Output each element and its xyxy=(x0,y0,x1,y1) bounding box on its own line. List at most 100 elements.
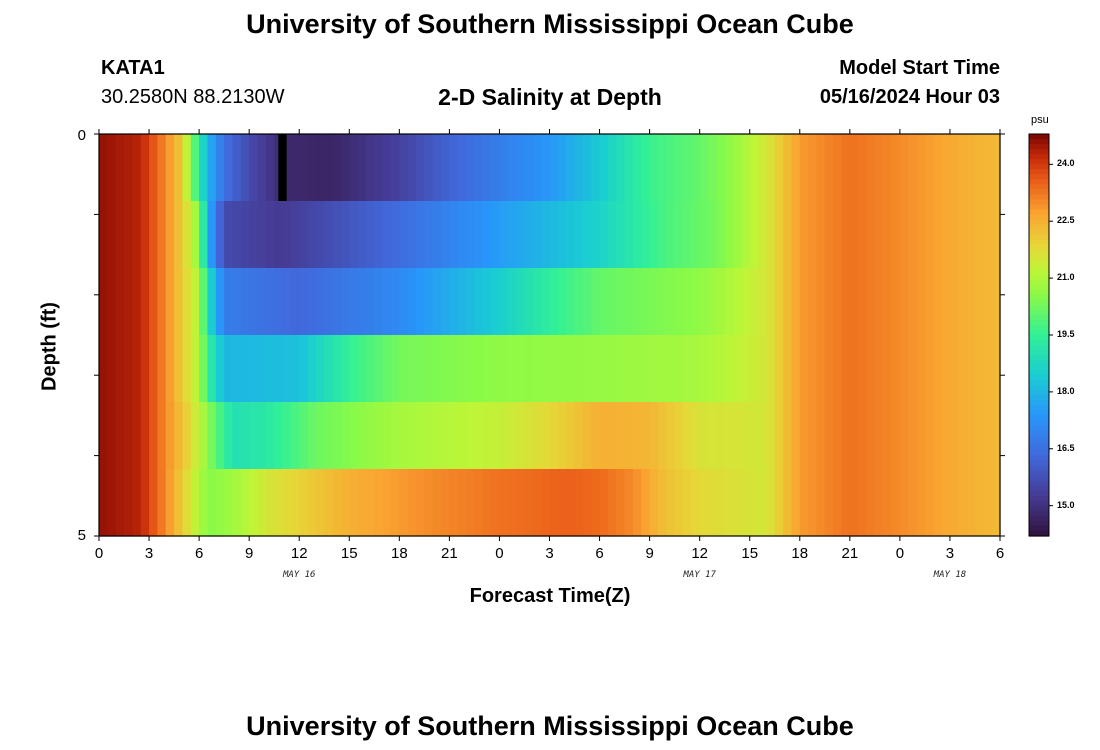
heatmap-cell xyxy=(641,201,651,269)
heatmap-cell xyxy=(666,335,676,403)
heatmap-cell xyxy=(708,201,717,269)
heatmap-cell xyxy=(290,134,300,202)
colorbar-segment xyxy=(1029,229,1049,236)
heatmap-cell xyxy=(149,335,158,403)
heatmap-cell xyxy=(307,134,317,202)
heatmap-cell xyxy=(299,335,309,403)
heatmap-cell xyxy=(582,268,592,336)
heatmap-cell xyxy=(699,469,709,537)
heatmap-cell xyxy=(99,469,108,537)
heatmap-cell xyxy=(574,201,584,269)
heatmap-cell xyxy=(274,402,284,470)
colorbar-segment xyxy=(1029,189,1049,195)
heatmap-cell xyxy=(265,134,275,202)
heatmap-cell xyxy=(991,134,1001,202)
heatmap-cell xyxy=(532,201,542,269)
heatmap-cell xyxy=(783,201,793,269)
colorbar-segment xyxy=(1029,169,1049,175)
heatmap-cell xyxy=(474,402,484,470)
heatmap-cell xyxy=(849,268,859,336)
heatmap-cell xyxy=(758,201,767,269)
chart-title: 2-D Salinity at Depth xyxy=(438,84,662,110)
heatmap-cell xyxy=(265,335,275,403)
heatmap-cell xyxy=(432,469,442,537)
heatmap-cell xyxy=(557,469,567,537)
heatmap-cell xyxy=(457,335,467,403)
heatmap-cell xyxy=(182,268,192,336)
heatmap-cell xyxy=(674,335,684,403)
heatmap-cell xyxy=(791,402,801,470)
heatmap-cell xyxy=(858,402,868,470)
heatmap-cell xyxy=(382,268,392,336)
heatmap-cell xyxy=(941,335,951,403)
heatmap-cell xyxy=(541,201,551,269)
heatmap-cell xyxy=(841,469,851,537)
heatmap-cell xyxy=(382,134,392,202)
heatmap-cell xyxy=(724,402,734,470)
heatmap-cell xyxy=(424,201,434,269)
heatmap-cell xyxy=(466,469,476,537)
heatmap-cell xyxy=(115,335,125,403)
heatmap-cell xyxy=(432,402,442,470)
heatmap-cell xyxy=(432,201,442,269)
heatmap-cell xyxy=(199,201,209,269)
heatmap-cell xyxy=(482,335,492,403)
heatmap-cell xyxy=(249,201,259,269)
heatmap-cell xyxy=(824,335,834,403)
heatmap-cell xyxy=(240,335,250,403)
heatmap-cell xyxy=(691,402,701,470)
heatmap-cell xyxy=(124,402,133,470)
heatmap-cell xyxy=(966,335,976,403)
heatmap-cell xyxy=(307,201,317,269)
heatmap-cell xyxy=(240,402,250,470)
heatmap-cell xyxy=(549,201,559,269)
heatmap-cell xyxy=(574,402,584,470)
colorbar-segment xyxy=(1029,420,1049,427)
heatmap-cell xyxy=(499,134,509,202)
heatmap-cell xyxy=(758,268,767,336)
heatmap-cell xyxy=(607,201,617,269)
heatmap-cell xyxy=(883,134,893,202)
heatmap-cell xyxy=(666,469,676,537)
heatmap-cell xyxy=(557,134,567,202)
colorbar-tick-label: 18.0 xyxy=(1057,385,1075,396)
heatmap-cell xyxy=(899,201,909,269)
heatmap-cell xyxy=(332,402,342,470)
heatmap-cell xyxy=(499,268,509,336)
heatmap-cell xyxy=(474,134,484,202)
heatmap-cell xyxy=(399,469,409,537)
station-id: KATA1 xyxy=(101,57,165,79)
heatmap-cell xyxy=(374,469,384,537)
heatmap-cell xyxy=(365,268,375,336)
heatmap-cell xyxy=(399,268,409,336)
heatmap-cell xyxy=(365,469,375,537)
heatmap-cell xyxy=(632,402,642,470)
heatmap-cell xyxy=(174,335,184,403)
colorbar-segment xyxy=(1029,435,1049,442)
heatmap-cell xyxy=(224,335,234,403)
heatmap-cell xyxy=(365,335,375,403)
heatmap-cell xyxy=(949,134,959,202)
heatmap-cell xyxy=(482,402,492,470)
heatmap-cell xyxy=(115,469,125,537)
heatmap-cell xyxy=(841,268,851,336)
heatmap-cell xyxy=(591,402,601,470)
colorbar-segment xyxy=(1029,510,1049,517)
heatmap-cell xyxy=(657,268,667,336)
heatmap-cell xyxy=(157,268,167,336)
heatmap-cell xyxy=(899,469,909,537)
heatmap-cell xyxy=(941,201,951,269)
heatmap-cell xyxy=(432,134,442,202)
x-tick-label: 15 xyxy=(340,545,358,562)
heatmap-cell xyxy=(799,268,809,336)
heatmap-cell xyxy=(315,335,325,403)
heatmap-cell xyxy=(699,335,709,403)
heatmap-cell xyxy=(632,201,642,269)
heatmap-cell xyxy=(257,268,267,336)
heatmap-cell xyxy=(799,134,809,202)
heatmap-cell xyxy=(991,268,1001,336)
heatmap-cell xyxy=(215,268,225,336)
heatmap-cell xyxy=(933,201,943,269)
colorbar xyxy=(1029,134,1049,537)
heatmap-cell xyxy=(949,335,959,403)
